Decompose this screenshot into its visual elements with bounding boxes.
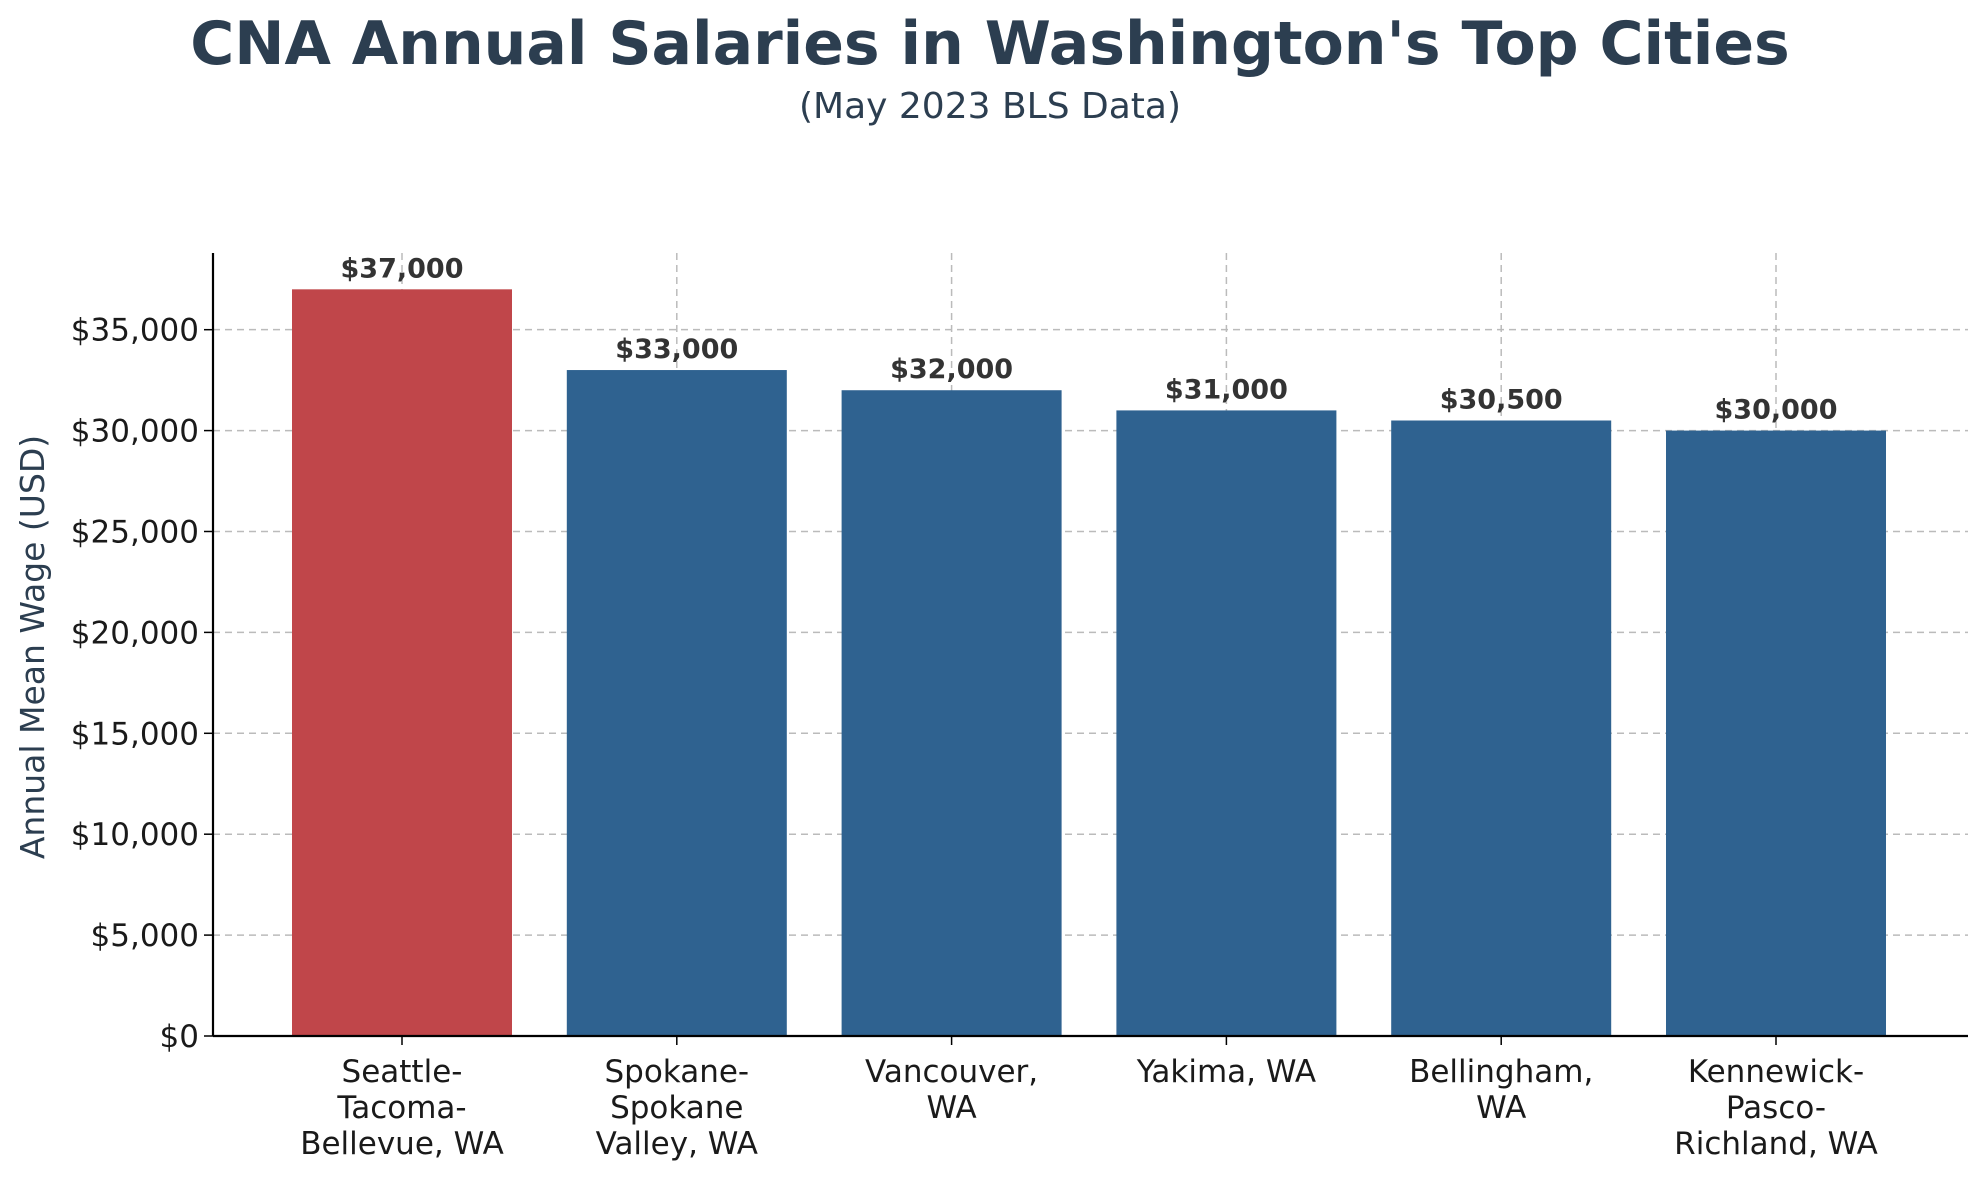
x-tick-label: Bellingham, WA — [1409, 1054, 1593, 1126]
labels-group: $0 $5,000 $10,000 $15,000 $20,000 $25,000 $30,… — [71, 253, 1878, 1162]
bar — [1391, 420, 1612, 1036]
chart-subtitle: (May 2023 BLS Data) — [799, 86, 1181, 127]
y-tick-label: $25,000 — [71, 514, 199, 550]
x-tick-label-line: Spokane- — [604, 1054, 749, 1090]
x-tick-label: Seattle-Tacoma-Bellevue, WA — [300, 1054, 504, 1162]
x-tick-label-line: Tacoma- — [336, 1090, 466, 1126]
y-tick-label: $0 — [160, 1019, 199, 1055]
bar-value-label: $33,000 — [615, 334, 738, 365]
bar-value-label: $30,000 — [1715, 395, 1838, 426]
x-tick-label: Yakima, WA — [1136, 1054, 1316, 1090]
y-tick-label: $5,000 — [91, 918, 199, 954]
bar-value-label: $32,000 — [890, 354, 1013, 385]
x-tick-label-line: Vancouver, — [865, 1054, 1038, 1090]
x-tick-label: Spokane-Spokane Valley, WA — [596, 1054, 758, 1162]
x-tick-label-line: Bellevue, WA — [300, 1126, 504, 1162]
x-tick-label: Vancouver, WA — [865, 1054, 1038, 1126]
bar — [841, 390, 1062, 1036]
y-tick-label: $20,000 — [71, 615, 199, 651]
x-tick-label-line: Spokane — [610, 1090, 743, 1126]
x-tick-label: Kennewick-Pasco-Richland, WA — [1674, 1054, 1878, 1162]
bar — [566, 370, 787, 1036]
x-tick-label-line: WA — [1476, 1090, 1526, 1126]
bar-value-label: $37,000 — [341, 253, 464, 284]
axes-group — [204, 253, 1968, 1045]
bar-value-label: $30,500 — [1440, 384, 1563, 415]
x-tick-label-line: Richland, WA — [1674, 1126, 1878, 1162]
y-tick-label: $15,000 — [71, 716, 199, 752]
y-tick-label: $35,000 — [71, 313, 199, 349]
y-tick-label: $30,000 — [71, 414, 199, 450]
x-tick-label-line: Seattle- — [342, 1054, 463, 1090]
x-tick-label-line: Yakima, WA — [1136, 1054, 1316, 1090]
bar-value-label: $31,000 — [1165, 374, 1288, 405]
chart-title: CNA Annual Salaries in Washington's Top … — [190, 9, 1790, 79]
x-tick-label-line: Pasco- — [1726, 1090, 1826, 1126]
x-tick-label-line: Valley, WA — [596, 1126, 758, 1162]
bar — [292, 289, 512, 1037]
bar — [1116, 410, 1337, 1036]
bar — [1666, 430, 1886, 1036]
x-tick-label-line: Bellingham, — [1409, 1054, 1593, 1090]
y-tick-label: $10,000 — [71, 817, 199, 853]
bars-group — [292, 289, 1886, 1037]
x-tick-label-line: Kennewick- — [1688, 1054, 1864, 1090]
x-tick-label-line: WA — [927, 1090, 977, 1126]
y-axis-title: Annual Mean Wage (USD) — [13, 435, 52, 859]
